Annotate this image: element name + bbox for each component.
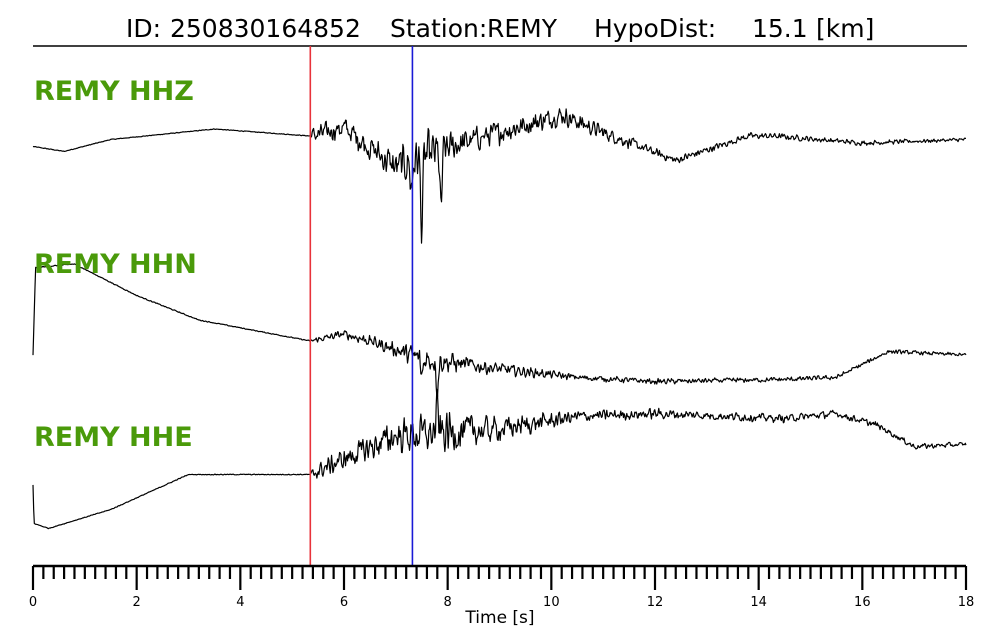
x-tick-label: 10: [543, 595, 560, 610]
channel-label-hhe: REMY HHE: [34, 422, 193, 453]
title-id-value: 250830164852: [170, 14, 361, 43]
x-tick-label: 4: [236, 595, 244, 610]
x-tick-label: 14: [750, 595, 767, 610]
x-tick-label: 12: [647, 595, 664, 610]
phase-picks: [309, 46, 414, 566]
title-hypodist-label: HypoDist:: [594, 14, 716, 43]
trace-line: [32, 388, 967, 530]
title-hypodist-unit: [km]: [816, 14, 874, 43]
x-tick-label: 6: [340, 595, 348, 610]
x-tick-label: 2: [133, 595, 141, 610]
title-id-label: ID:: [126, 14, 161, 43]
title-station-value: REMY: [487, 14, 558, 43]
time-axis: 0 2 4 6 8 10 12 14 16 18: [29, 564, 975, 610]
x-tick-label: 0: [29, 595, 37, 610]
trace-line: [32, 263, 967, 398]
trace-line: [32, 108, 967, 244]
x-tick-label: 8: [444, 595, 452, 610]
waveform-traces: [32, 108, 967, 530]
x-axis-label: Time [s]: [464, 608, 534, 628]
x-tick-label: 16: [854, 595, 871, 610]
x-tick-label: 18: [958, 595, 975, 610]
channel-label-hhn: REMY HHN: [34, 249, 197, 280]
channel-label-hhz: REMY HHZ: [34, 76, 194, 107]
title-hypodist-value: 15.1: [752, 14, 808, 43]
title-station-label: Station:: [390, 14, 487, 43]
